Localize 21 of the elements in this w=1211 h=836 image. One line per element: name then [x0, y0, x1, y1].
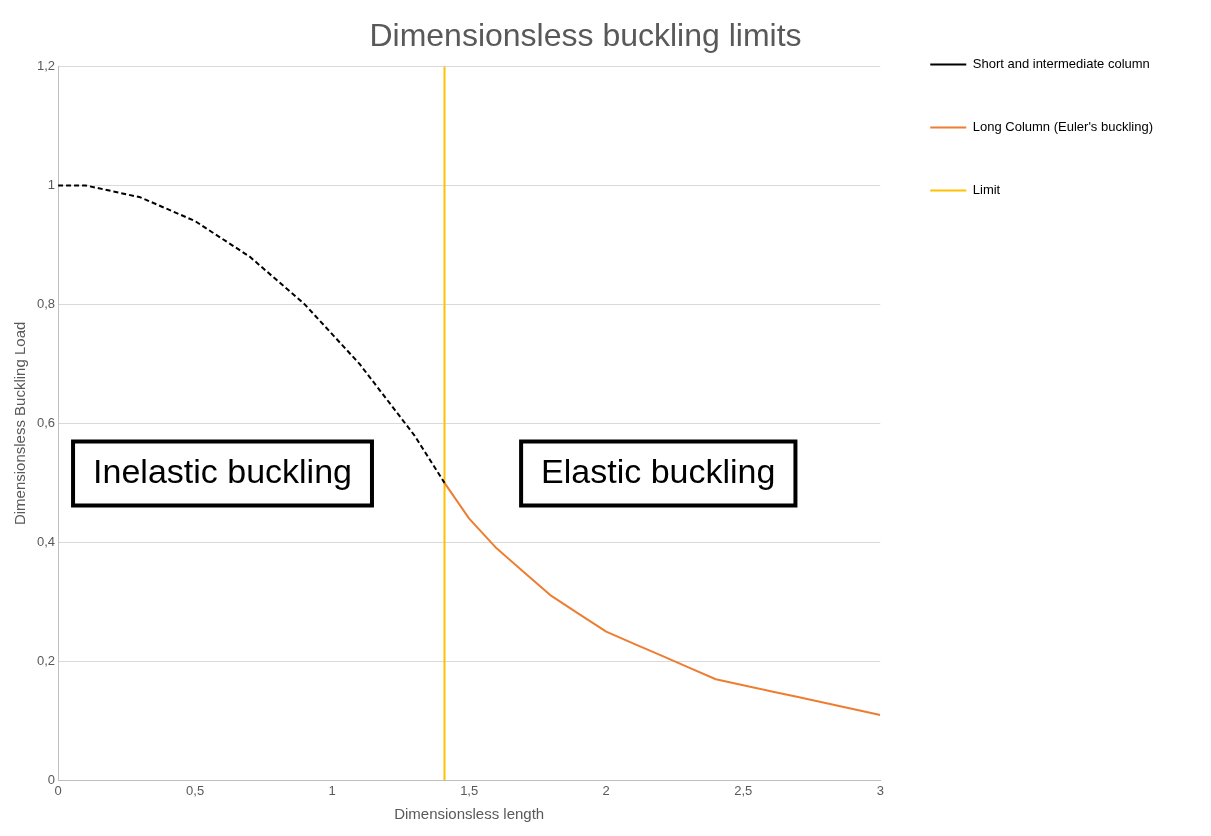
y-tick-label: 1	[47, 176, 56, 192]
annotation: Inelastic buckling	[93, 451, 352, 490]
annotation: Elastic buckling	[541, 451, 776, 490]
y-tick-label: 0	[47, 771, 56, 787]
legend-label: Short and intermediate column	[972, 56, 1150, 72]
y-tick-label: 0,4	[36, 533, 56, 549]
x-tick-label: 3	[876, 782, 884, 798]
chart-title: Dimensionsless buckling limits	[369, 17, 802, 54]
x-tick-label: 2,5	[734, 782, 753, 798]
y-axis-title: Dimensionsless Buckling Load	[11, 321, 29, 526]
x-axis-title: Dimensionsless length	[394, 805, 545, 823]
legend-label: Limit	[972, 182, 1001, 198]
x-tick-label: 0,5	[186, 782, 205, 798]
legend-label: Long Column (Euler's buckling)	[972, 119, 1154, 135]
y-tick-label: 0,6	[36, 414, 56, 430]
x-tick-label: 1,5	[460, 782, 479, 798]
x-tick-label: 2	[602, 782, 610, 798]
y-tick-label: 1,2	[36, 57, 56, 73]
y-tick-label: 0,2	[36, 652, 56, 668]
x-tick-label: 1	[328, 782, 336, 798]
y-tick-label: 0,8	[36, 295, 56, 311]
